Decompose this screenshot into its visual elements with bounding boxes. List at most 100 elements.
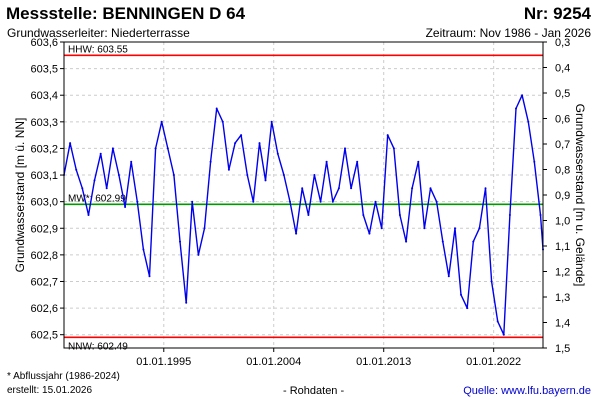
data-point: [185, 301, 188, 304]
data-point: [93, 179, 96, 182]
data-point: [148, 275, 151, 278]
data-point: [81, 187, 84, 190]
data-point: [203, 227, 206, 230]
x-tick-label: 01.01.2013: [356, 356, 411, 368]
y2-axis-label: Grundwasserstand [m u. Gelände]: [573, 104, 587, 287]
data-point: [380, 227, 383, 230]
data-point: [234, 142, 237, 145]
y2-tick-label: 1,5: [555, 343, 570, 355]
chart-title: Messstelle: BENNINGEN D 64: [6, 4, 246, 23]
data-point: [276, 152, 279, 155]
data-point: [447, 275, 450, 278]
data-point: [160, 120, 163, 123]
data-point: [227, 168, 230, 171]
data-point: [295, 232, 298, 235]
y-tick-label: 603,2: [30, 143, 58, 155]
y-tick-label: 603,6: [30, 37, 58, 49]
data-point: [75, 168, 78, 171]
data-point: [289, 200, 291, 203]
series-layer: [63, 94, 544, 336]
data-point: [515, 107, 517, 110]
data-point: [405, 240, 408, 243]
y2-tick-label: 0,6: [555, 114, 570, 126]
aquifer-label: Grundwasserleiter: Niederterrasse: [7, 26, 190, 40]
data-point: [429, 187, 432, 190]
data-point: [521, 94, 524, 97]
y-tick-label: 603,0: [30, 197, 58, 209]
data-point: [478, 227, 481, 230]
data-point: [319, 200, 322, 203]
data-point: [454, 227, 456, 230]
data-point: [374, 200, 377, 203]
data-point: [154, 147, 157, 150]
data-point: [386, 134, 389, 137]
y2-tick-label: 1,2: [555, 267, 570, 279]
data-point: [356, 160, 359, 163]
data-point: [130, 160, 133, 163]
reference-label-mean: MW*: 602.99: [68, 193, 126, 204]
reference-label-min: NNW: 602.49: [68, 341, 128, 352]
data-point: [460, 293, 462, 296]
y-tick-label: 603,4: [30, 90, 58, 102]
y-axis-label: Grundwasserstand [m ü. NN]: [13, 118, 27, 273]
y-tick-label: 602,8: [30, 250, 58, 262]
y2-tick-label: 0,8: [555, 165, 570, 177]
series-line: [63, 94, 544, 336]
data-point: [350, 187, 353, 190]
data-point: [331, 200, 334, 203]
y-tick-label: 602,7: [30, 276, 58, 288]
data-point: [417, 160, 420, 163]
data-point: [307, 214, 310, 216]
data-point: [398, 214, 401, 216]
data-point: [99, 152, 102, 155]
axis-ticks: 602,5 602,6 602,7 602,8 602,9 603,0 603,1 603,2…: [30, 37, 570, 368]
data-point: [539, 214, 542, 216]
data-point: [246, 174, 249, 176]
y2-tick-label: 1,0: [555, 216, 570, 228]
data-point: [527, 120, 530, 123]
data-point: [142, 248, 145, 251]
data-point: [441, 240, 444, 243]
y2-tick-label: 1,4: [555, 318, 570, 330]
data-point: [240, 134, 243, 137]
data-point: [490, 280, 493, 283]
data-point: [124, 206, 127, 208]
data-point: [136, 200, 139, 203]
data-point: [105, 187, 108, 190]
source-link[interactable]: Quelle: www.lfu.bayern.de: [463, 385, 591, 397]
y2-tick-label: 1,1: [555, 241, 570, 253]
y-tick-label: 602,6: [30, 303, 58, 315]
reference-label-max: HHW: 603.55: [68, 44, 128, 55]
data-point: [87, 214, 90, 216]
data-point: [472, 240, 475, 243]
created-date: erstellt: 15.01.2026: [7, 385, 93, 396]
y2-tick-label: 0,5: [555, 88, 570, 100]
data-point: [435, 200, 438, 203]
data-point: [258, 142, 261, 145]
x-tick-label: 01.01.2022: [466, 356, 521, 368]
data-point: [197, 253, 200, 256]
data-point: [392, 147, 395, 150]
y2-tick-label: 0,3: [555, 37, 570, 49]
data-point: [313, 174, 316, 176]
data-point: [344, 147, 346, 150]
footnote: * Abflussjahr (1986-2024): [7, 371, 120, 382]
data-point: [191, 200, 194, 203]
reference-lines: HHW: 603.55 MW*: 602.99 NNW: 602.49: [64, 44, 543, 352]
period-label: Zeitraum: Nov 1986 - Jan 2026: [425, 26, 591, 40]
data-point: [270, 120, 273, 123]
data-point: [484, 187, 487, 190]
data-point: [209, 160, 212, 163]
data-point: [423, 227, 426, 230]
data-point: [69, 142, 72, 145]
y2-tick-label: 0,7: [555, 139, 570, 151]
y-tick-label: 602,9: [30, 223, 58, 235]
x-tick-label: 01.01.2004: [246, 356, 301, 368]
data-point: [301, 187, 304, 190]
y2-tick-label: 1,3: [555, 292, 570, 304]
data-point: [117, 174, 120, 176]
data-point: [337, 187, 340, 190]
station-number: Nr: 9254: [523, 4, 591, 23]
data-point: [368, 232, 371, 235]
data-point: [252, 200, 255, 203]
